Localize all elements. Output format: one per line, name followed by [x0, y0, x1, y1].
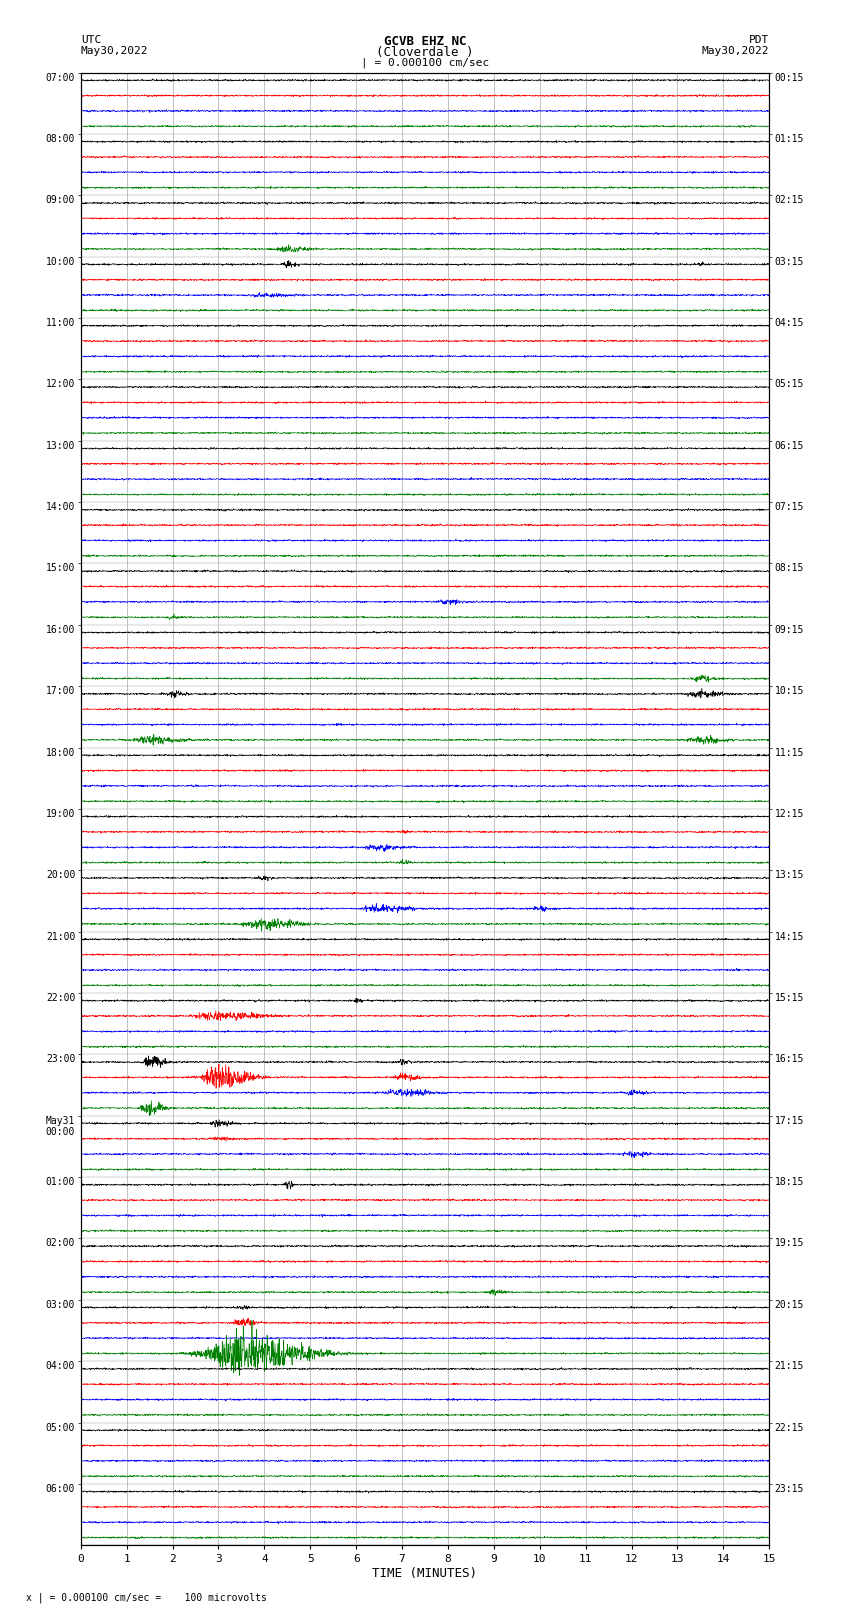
Text: x | = 0.000100 cm/sec =    100 microvolts: x | = 0.000100 cm/sec = 100 microvolts	[26, 1592, 266, 1603]
Text: May30,2022: May30,2022	[81, 45, 148, 56]
Text: PDT: PDT	[749, 35, 769, 45]
Text: GCVB EHZ NC: GCVB EHZ NC	[383, 35, 467, 48]
X-axis label: TIME (MINUTES): TIME (MINUTES)	[372, 1568, 478, 1581]
Text: | = 0.000100 cm/sec: | = 0.000100 cm/sec	[361, 58, 489, 68]
Text: May30,2022: May30,2022	[702, 45, 769, 56]
Text: UTC: UTC	[81, 35, 101, 45]
Text: (Cloverdale ): (Cloverdale )	[377, 45, 473, 60]
